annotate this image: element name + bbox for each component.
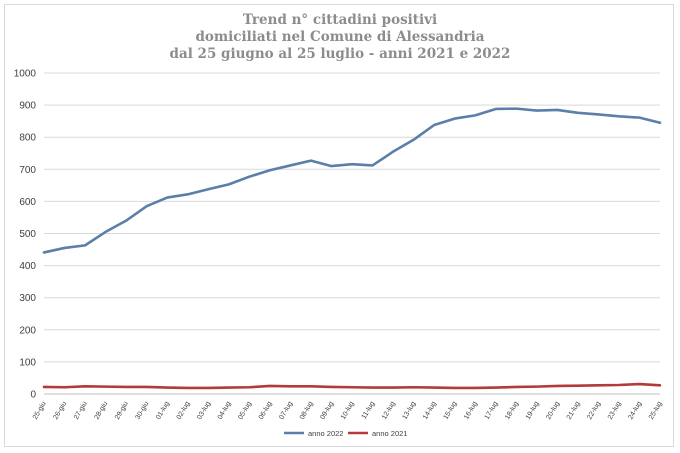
x-tick-label: 10-lug — [340, 400, 356, 420]
x-tick-label: 27-giu — [73, 400, 89, 420]
x-tick-label: 20-lug — [545, 400, 561, 420]
x-tick-label: 05-lug — [237, 400, 253, 420]
x-tick-label: 11-lug — [361, 400, 377, 420]
y-tick-label: 500 — [19, 229, 36, 240]
x-tick-label: 19-lug — [525, 400, 541, 420]
y-tick-label: 600 — [19, 197, 36, 208]
legend-label: anno 2022 — [308, 429, 343, 438]
x-tick-label: 29-giu — [114, 400, 130, 420]
y-tick-label: 800 — [19, 133, 36, 144]
chart-title: Trend n° cittadini positivi domiciliati … — [170, 12, 511, 62]
x-tick-label: 12-lug — [381, 400, 397, 420]
legend: anno 2022 anno 2021 — [284, 429, 407, 438]
x-tick-label: 09-lug — [319, 400, 335, 420]
chart-title-line: domiciliati nel Comune di Alessandria — [195, 29, 484, 45]
y-tick-label: 400 — [19, 261, 36, 272]
y-tick-label: 100 — [19, 357, 36, 368]
x-tick-label: 07-lug — [278, 400, 294, 420]
x-tick-label: 17-lug — [484, 400, 500, 420]
y-tick-label: 300 — [19, 293, 36, 304]
y-tick-label: 200 — [19, 325, 36, 336]
x-tick-label: 08-lug — [299, 400, 315, 420]
y-tick-label: 700 — [19, 165, 36, 176]
x-tick-label: 02-lug — [176, 400, 192, 420]
chart-title-line: dal 25 giugno al 25 luglio - anni 2021 e… — [170, 46, 511, 62]
x-tick-label: 22-lug — [586, 400, 602, 420]
series-line-1 — [42, 107, 662, 254]
y-tick-label: 1000 — [14, 69, 37, 80]
x-tick-label: 18-lug — [504, 400, 520, 420]
x-tick-label: 13-lug — [402, 400, 418, 420]
x-tick-label: 25-giu — [32, 400, 48, 420]
y-axis: 0 100 200 300 400 500 600 700 800 900 1000 — [14, 69, 37, 401]
x-tick-label: 14-lug — [422, 400, 438, 420]
series-lines — [42, 107, 662, 390]
y-tick-label: 0 — [30, 390, 36, 401]
x-tick-label: 30-giu — [135, 400, 151, 420]
x-tick-label: 15-lug — [443, 400, 459, 420]
x-tick-label: 21-lug — [566, 400, 582, 420]
x-tick-label: 01-lug — [155, 400, 171, 420]
x-tick-label: 28-giu — [94, 400, 110, 420]
y-gridlines — [44, 72, 660, 363]
chart-title-line: Trend n° cittadini positivi — [243, 12, 437, 28]
x-tick-label: 03-lug — [196, 400, 212, 420]
x-tick-label: 26-giu — [52, 400, 68, 420]
y-tick-label: 900 — [19, 101, 36, 112]
x-tick-label: 04-lug — [217, 400, 233, 420]
series-line-2 — [42, 382, 662, 390]
x-tick-label: 25-lug — [648, 400, 664, 420]
x-tick-label: 23-lug — [607, 400, 623, 420]
x-tick-label: 06-lug — [258, 400, 274, 420]
x-tick-label: 24-lug — [627, 400, 643, 420]
x-axis: 25-giu 26-giu 27-giu 28-giu 29-giu 30-giu 01-l… — [32, 393, 664, 421]
x-tick-label: 16-lug — [463, 400, 479, 420]
legend-label: anno 2021 — [372, 429, 407, 438]
